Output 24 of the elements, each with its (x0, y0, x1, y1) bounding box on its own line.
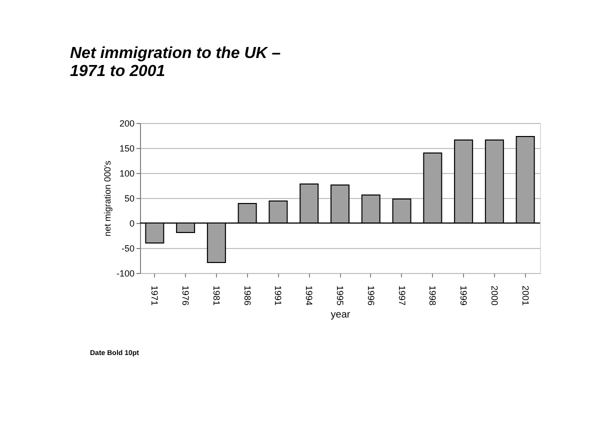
x-tick-label: 1981 (211, 286, 222, 306)
y-tick-label: 50 (124, 194, 134, 204)
x-tick-label: 2001 (520, 286, 530, 306)
x-tick-label: 1994 (304, 286, 314, 306)
x-tick-label: 1976 (180, 286, 191, 306)
x-tick-label: 1971 (150, 286, 160, 306)
x-tick-label: 1986 (242, 286, 252, 306)
text: 1971 to 2001 (70, 63, 166, 80)
x-tick-label: 1998 (428, 286, 438, 306)
text: Net immigration to the UK – (70, 45, 281, 62)
x-tick-label: 1997 (396, 286, 407, 306)
y-axis-title: net migration 000's (102, 160, 112, 236)
y-tick-label: 100 (119, 168, 134, 178)
x-tick-label: 2000 (489, 286, 500, 306)
y-tick-label: 200 (119, 118, 134, 128)
y-tick-label: -50 (121, 244, 134, 254)
x-tick-label: 1996 (366, 286, 376, 306)
y-tick-label: 150 (119, 144, 134, 154)
x-axis-title: year (330, 310, 351, 321)
y-tick-label: -100 (116, 268, 134, 278)
x-tick-label: 1999 (458, 286, 469, 306)
x-tick-label: 1991 (273, 286, 284, 306)
y-tick-label: 0 (129, 218, 134, 228)
x-tick-label: 1995 (335, 286, 345, 306)
